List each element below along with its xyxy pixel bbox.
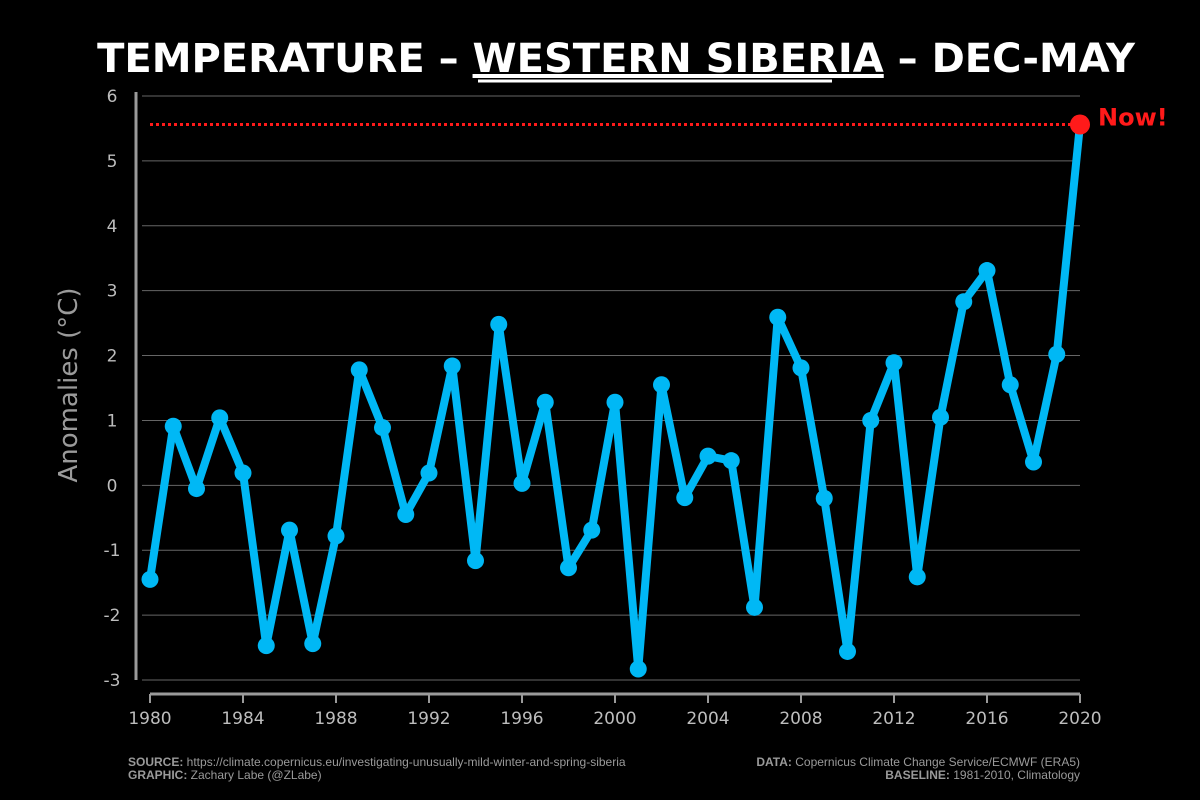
- y-tick-label: -1: [104, 541, 121, 561]
- data-point: [1048, 345, 1066, 363]
- data-point: [699, 447, 717, 465]
- series-layer: [141, 114, 1090, 678]
- data-point: [746, 598, 763, 616]
- data-point: [211, 409, 229, 427]
- data-point: [839, 642, 856, 660]
- data-point: [513, 474, 531, 492]
- data-point: [676, 489, 694, 507]
- baseline-line: BASELINE: 1981-2010, Climatology: [756, 769, 1080, 782]
- data-point: [327, 527, 345, 545]
- axis-layer: -3 -2 -1 0 1 2 3 4 5 6 1980 1984 1988 1992 1996 2000 200…: [104, 87, 1102, 729]
- y-tick-label: 2: [107, 347, 118, 367]
- data-point: [792, 359, 810, 377]
- y-tick-label: 3: [107, 282, 118, 302]
- data-point: [722, 452, 740, 470]
- data-point: [862, 411, 880, 429]
- x-tick-label: 2016: [965, 709, 1008, 729]
- data-point: [885, 354, 903, 372]
- x-tick-label: 2008: [779, 709, 822, 729]
- data-point: [606, 393, 624, 411]
- y-tick-label: -2: [104, 606, 121, 626]
- x-tick-label: 2012: [872, 709, 915, 729]
- title-part-3: – DEC-MAY: [884, 36, 1136, 82]
- x-tick-label: 2004: [686, 709, 729, 729]
- x-tick-label: 1984: [221, 709, 264, 729]
- data-point: [653, 376, 670, 394]
- title-part-1: TEMPERATURE –: [97, 36, 472, 82]
- x-tick-label: 1992: [407, 709, 450, 729]
- footer-right: DATA: Copernicus Climate Change Service/…: [756, 756, 1080, 782]
- x-tick-label: 1996: [500, 709, 543, 729]
- baseline-label: BASELINE:: [885, 768, 950, 782]
- y-tick-label: 1: [107, 411, 118, 431]
- y-axis-label: Anomalies (°C): [54, 287, 84, 482]
- y-tick-label: -3: [104, 671, 121, 691]
- highlight-point: [1070, 114, 1090, 135]
- data-point: [908, 568, 926, 586]
- data-point: [1025, 453, 1042, 471]
- x-tick-label: 2000: [593, 709, 636, 729]
- data-point: [629, 660, 647, 678]
- data-value: Copernicus Climate Change Service/ECMWF …: [791, 755, 1080, 769]
- grid-layer: [142, 95, 1080, 681]
- data-point: [583, 521, 601, 539]
- graphic-value: Zachary Labe (@ZLabe): [187, 768, 322, 782]
- baseline-value: 1981-2010, Climatology: [949, 768, 1080, 782]
- data-point: [164, 417, 182, 435]
- source-line: SOURCE: https://climate.copernicus.eu/in…: [128, 756, 626, 769]
- x-tick-label: 1988: [314, 709, 357, 729]
- data-point: [350, 361, 368, 379]
- title-part-2: WESTERN SIBERIA: [473, 36, 884, 82]
- data-label: DATA:: [756, 755, 792, 769]
- data-point: [374, 419, 391, 437]
- data-point: [443, 357, 461, 375]
- data-point: [467, 552, 484, 570]
- chart-title: TEMPERATURE – WESTERN SIBERIA – DEC-MAY: [97, 36, 1136, 82]
- data-point: [932, 408, 949, 426]
- data-point: [955, 293, 973, 311]
- data-point: [141, 570, 159, 588]
- y-tick-label: 5: [107, 152, 118, 172]
- source-value: https://climate.copernicus.eu/investigat…: [183, 755, 626, 769]
- y-tick-label: 6: [107, 87, 118, 107]
- data-point: [815, 489, 833, 507]
- data-point: [536, 393, 554, 411]
- data-point: [769, 308, 787, 326]
- x-tick-label: 1980: [128, 709, 171, 729]
- data-line: DATA: Copernicus Climate Change Service/…: [756, 756, 1080, 769]
- data-point: [281, 521, 298, 539]
- source-label: SOURCE:: [128, 755, 184, 769]
- data-point: [397, 506, 415, 524]
- data-point: [188, 480, 205, 498]
- data-point: [978, 262, 996, 280]
- data-point: [257, 637, 275, 655]
- data-point: [1001, 376, 1019, 394]
- data-point: [304, 635, 322, 653]
- graphic-label: GRAPHIC:: [128, 768, 188, 782]
- footer-left: SOURCE: https://climate.copernicus.eu/in…: [128, 756, 626, 782]
- y-tick-label: 0: [107, 476, 118, 496]
- graphic-line: GRAPHIC: Zachary Labe (@ZLabe): [128, 769, 626, 782]
- data-point: [234, 464, 252, 482]
- y-tick-label: 4: [107, 217, 118, 237]
- x-tick-label: 2020: [1058, 709, 1101, 729]
- now-label: Now!: [1098, 104, 1168, 132]
- data-point: [490, 315, 508, 333]
- data-point: [420, 464, 438, 482]
- data-point: [560, 559, 577, 577]
